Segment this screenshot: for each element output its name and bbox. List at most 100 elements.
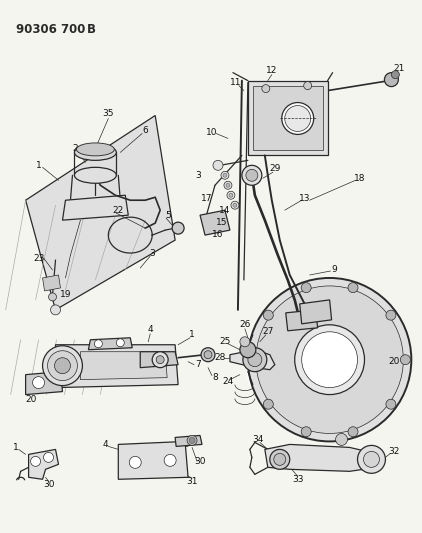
Text: 20: 20 bbox=[25, 395, 36, 404]
Circle shape bbox=[187, 435, 197, 446]
Polygon shape bbox=[286, 310, 318, 331]
Text: 12: 12 bbox=[266, 66, 278, 75]
Circle shape bbox=[384, 72, 398, 86]
Circle shape bbox=[31, 456, 41, 466]
Text: 10: 10 bbox=[206, 128, 218, 137]
Circle shape bbox=[301, 427, 311, 437]
Polygon shape bbox=[62, 195, 128, 220]
Text: 28: 28 bbox=[214, 353, 226, 362]
Polygon shape bbox=[81, 352, 167, 379]
Circle shape bbox=[48, 351, 78, 381]
Circle shape bbox=[263, 399, 273, 409]
Circle shape bbox=[223, 173, 227, 177]
Circle shape bbox=[295, 325, 365, 394]
Circle shape bbox=[348, 427, 358, 437]
Circle shape bbox=[231, 201, 239, 209]
Text: 1: 1 bbox=[13, 443, 19, 452]
Text: B: B bbox=[87, 23, 95, 36]
Text: 32: 32 bbox=[389, 447, 400, 456]
Polygon shape bbox=[300, 300, 332, 324]
Text: 29: 29 bbox=[269, 164, 281, 173]
Text: 20: 20 bbox=[389, 357, 400, 366]
Text: 11: 11 bbox=[230, 78, 242, 87]
Polygon shape bbox=[200, 210, 230, 235]
Circle shape bbox=[204, 351, 212, 359]
Circle shape bbox=[302, 332, 357, 387]
Text: 8: 8 bbox=[212, 373, 218, 382]
Text: 1: 1 bbox=[36, 161, 41, 170]
Circle shape bbox=[129, 456, 141, 469]
Circle shape bbox=[304, 82, 312, 90]
Circle shape bbox=[262, 85, 270, 93]
Circle shape bbox=[391, 71, 399, 79]
Text: 21: 21 bbox=[394, 64, 405, 73]
Circle shape bbox=[285, 106, 311, 132]
Polygon shape bbox=[26, 116, 175, 310]
Text: 22: 22 bbox=[113, 206, 124, 215]
Circle shape bbox=[227, 191, 235, 199]
Circle shape bbox=[357, 446, 385, 473]
Circle shape bbox=[242, 165, 262, 185]
Circle shape bbox=[164, 454, 176, 466]
Text: 3: 3 bbox=[195, 171, 201, 180]
Circle shape bbox=[95, 340, 103, 348]
Text: 18: 18 bbox=[354, 174, 365, 183]
Text: 16: 16 bbox=[212, 230, 224, 239]
Circle shape bbox=[400, 354, 410, 365]
Circle shape bbox=[248, 353, 262, 367]
Circle shape bbox=[282, 102, 314, 134]
Circle shape bbox=[243, 348, 267, 372]
Circle shape bbox=[156, 356, 164, 364]
Text: 13: 13 bbox=[299, 193, 311, 203]
Circle shape bbox=[226, 183, 230, 187]
Circle shape bbox=[224, 181, 232, 189]
Text: 17: 17 bbox=[201, 193, 213, 203]
Text: 25: 25 bbox=[219, 337, 231, 346]
Polygon shape bbox=[56, 345, 178, 387]
Text: 5: 5 bbox=[165, 211, 171, 220]
Text: 15: 15 bbox=[216, 217, 228, 227]
Circle shape bbox=[32, 377, 45, 389]
Circle shape bbox=[240, 342, 256, 358]
Polygon shape bbox=[88, 338, 132, 350]
Circle shape bbox=[263, 310, 273, 320]
Text: 7: 7 bbox=[195, 360, 201, 369]
Circle shape bbox=[189, 438, 195, 443]
Polygon shape bbox=[253, 86, 323, 150]
Text: 3: 3 bbox=[149, 248, 155, 257]
Circle shape bbox=[229, 193, 233, 197]
Polygon shape bbox=[248, 80, 327, 155]
Text: 4: 4 bbox=[103, 440, 108, 449]
Circle shape bbox=[172, 222, 184, 234]
Circle shape bbox=[386, 310, 396, 320]
Text: 35: 35 bbox=[103, 109, 114, 118]
Circle shape bbox=[363, 451, 379, 467]
Circle shape bbox=[233, 203, 237, 207]
Text: 27: 27 bbox=[262, 327, 273, 336]
Circle shape bbox=[240, 337, 250, 347]
Circle shape bbox=[348, 282, 358, 293]
Text: 30: 30 bbox=[43, 480, 54, 489]
Circle shape bbox=[51, 305, 60, 315]
Circle shape bbox=[246, 169, 258, 181]
Circle shape bbox=[201, 348, 215, 362]
Polygon shape bbox=[29, 449, 59, 479]
Polygon shape bbox=[118, 441, 188, 479]
Circle shape bbox=[49, 293, 57, 301]
Ellipse shape bbox=[76, 143, 114, 156]
Polygon shape bbox=[265, 445, 379, 471]
Circle shape bbox=[213, 160, 223, 171]
Circle shape bbox=[248, 278, 411, 441]
Text: 1: 1 bbox=[189, 330, 195, 340]
Polygon shape bbox=[43, 275, 60, 291]
Text: 33: 33 bbox=[292, 475, 303, 484]
Circle shape bbox=[256, 286, 403, 433]
Circle shape bbox=[301, 282, 311, 293]
Circle shape bbox=[270, 449, 290, 470]
Polygon shape bbox=[26, 372, 62, 394]
Circle shape bbox=[249, 354, 259, 365]
Text: 31: 31 bbox=[186, 477, 198, 486]
Text: 19: 19 bbox=[60, 290, 71, 300]
Ellipse shape bbox=[74, 167, 116, 183]
Circle shape bbox=[386, 399, 396, 409]
